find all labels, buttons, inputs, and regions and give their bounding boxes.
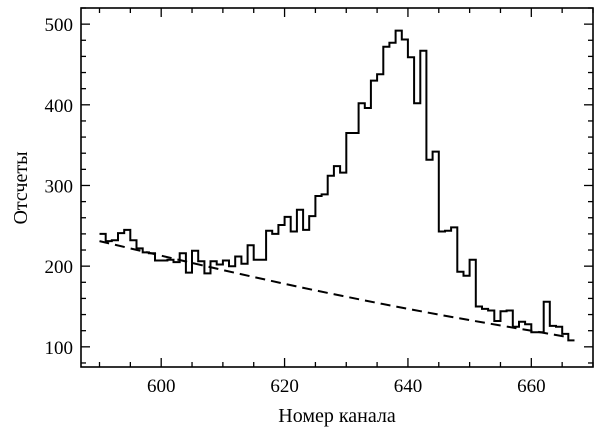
x-tick-label: 600: [147, 376, 176, 397]
x-tick-label: 660: [517, 376, 546, 397]
plot-frame: [80, 7, 594, 368]
y-tick-label: 200: [45, 257, 74, 278]
x-tick-label: 640: [394, 376, 423, 397]
x-axis-label: Номер канала: [278, 405, 396, 427]
data-series-step-line: [99, 29, 575, 342]
x-tick-label: 620: [270, 376, 299, 397]
background-fit-dashed-line: [99, 240, 570, 339]
y-tick-label: 500: [45, 15, 74, 36]
ticks: [81, 7, 594, 367]
y-axis-label: Отсчеты: [10, 151, 32, 224]
y-tick-label: 300: [45, 176, 74, 197]
tick-labels: 600 620 640 660 100 200 300 400 500: [45, 15, 546, 397]
y-tick-label: 100: [45, 338, 74, 359]
y-tick-label: 400: [45, 96, 74, 117]
